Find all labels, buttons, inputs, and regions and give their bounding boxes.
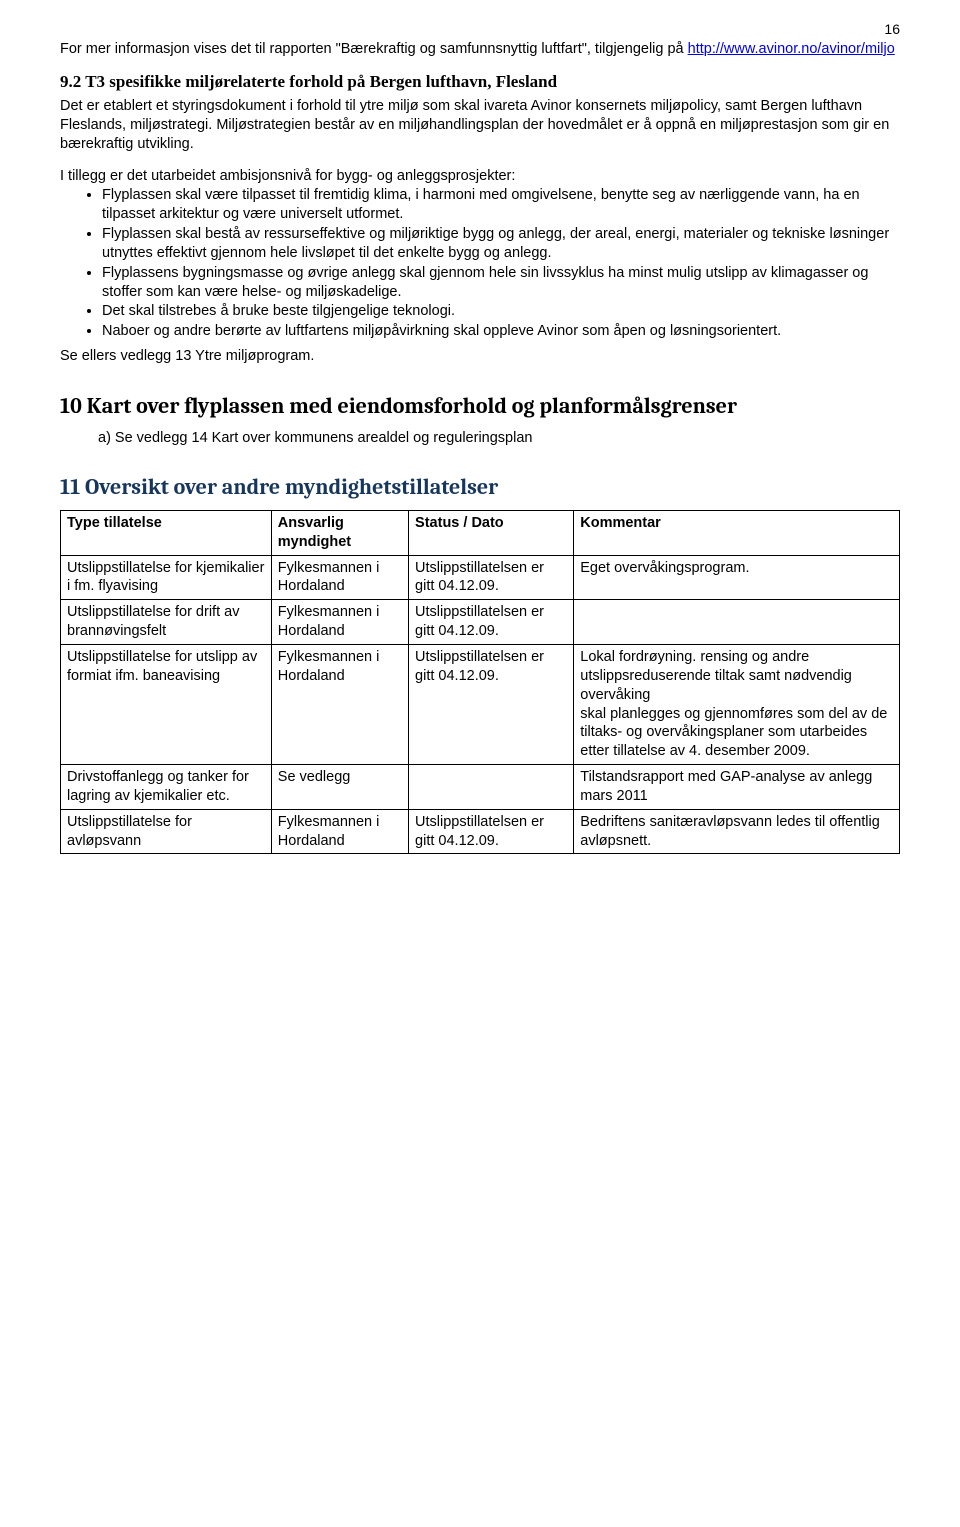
cell-comment: Tilstandsrapport med GAP-analyse av anle…: [574, 765, 900, 810]
cell-comment: Lokal fordrøyning. rensing og andre utsl…: [574, 645, 900, 765]
col-header-authority: Ansvarlig myndighet: [271, 510, 408, 555]
section-10-item-a: a) Se vedlegg 14 Kart over kommunens are…: [60, 429, 900, 448]
cell-comment: Bedriftens sanitæravløpsvann ledes til o…: [574, 809, 900, 854]
cell-type: Utslippstillatelse for avløpsvann: [61, 809, 272, 854]
cell-authority: Fylkesmannen i Hordaland: [271, 600, 408, 645]
cell-authority: Se vedlegg: [271, 765, 408, 810]
ambition-bullet-list: Flyplassen skal være tilpasset til fremt…: [60, 186, 900, 341]
intro-text: For mer informasjon vises det til rappor…: [60, 41, 688, 57]
intro-link[interactable]: http://www.avinor.no/avinor/miljo: [688, 41, 895, 57]
table-row: Utslippstillatelse for drift av brannøvi…: [61, 600, 900, 645]
list-item: Det skal tilstrebes å bruke beste tilgje…: [102, 302, 900, 321]
section-10-heading: 10 Kart over flyplassen med eiendomsforh…: [60, 392, 900, 421]
permits-table: Type tillatelse Ansvarlig myndighet Stat…: [60, 510, 900, 855]
cell-status: Utslippstillatelsen er gitt 04.12.09.: [409, 809, 574, 854]
cell-comment: [574, 600, 900, 645]
list-item: Flyplassens bygningsmasse og øvrige anle…: [102, 264, 900, 302]
col-header-type: Type tillatelse: [61, 510, 272, 555]
list-item: Flyplassen skal være tilpasset til fremt…: [102, 186, 900, 224]
section-9-2-heading: 9.2 T3 spesifikke miljørelaterte forhold…: [60, 71, 900, 93]
cell-type: Drivstoffanlegg og tanker for lagring av…: [61, 765, 272, 810]
cell-authority: Fylkesmannen i Hordaland: [271, 809, 408, 854]
table-row: Drivstoffanlegg og tanker for lagring av…: [61, 765, 900, 810]
table-row: Utslippstillatelse for kjemikalier i fm.…: [61, 555, 900, 600]
list-item: Naboer og andre berørte av luftfartens m…: [102, 322, 900, 341]
cell-type: Utslippstillatelse for kjemikalier i fm.…: [61, 555, 272, 600]
cell-type: Utslippstillatelse for drift av brannøvi…: [61, 600, 272, 645]
cell-status: Utslippstillatelsen er gitt 04.12.09.: [409, 645, 574, 765]
list-item: Flyplassen skal bestå av ressurseffektiv…: [102, 225, 900, 263]
col-header-status: Status / Dato: [409, 510, 574, 555]
cell-authority: Fylkesmannen i Hordaland: [271, 645, 408, 765]
table-row: Utslippstillatelse for utslipp av formia…: [61, 645, 900, 765]
page-number: 16: [884, 20, 900, 38]
cell-comment: Eget overvåkingsprogram.: [574, 555, 900, 600]
cell-status: [409, 765, 574, 810]
cell-type: Utslippstillatelse for utslipp av formia…: [61, 645, 272, 765]
document-page: 16 For mer informasjon vises det til rap…: [0, 0, 960, 914]
section-9-2-closing: Se ellers vedlegg 13 Ytre miljøprogram.: [60, 347, 900, 366]
cell-authority: Fylkesmannen i Hordaland: [271, 555, 408, 600]
section-9-2-list-intro: I tillegg er det utarbeidet ambisjonsniv…: [60, 167, 900, 186]
cell-status: Utslippstillatelsen er gitt 04.12.09.: [409, 555, 574, 600]
table-header-row: Type tillatelse Ansvarlig myndighet Stat…: [61, 510, 900, 555]
col-header-comment: Kommentar: [574, 510, 900, 555]
table-row: Utslippstillatelse for avløpsvann Fylkes…: [61, 809, 900, 854]
section-11-heading: 11 Oversikt over andre myndighetstillate…: [60, 473, 900, 502]
cell-status: Utslippstillatelsen er gitt 04.12.09.: [409, 600, 574, 645]
section-9-2-body: Det er etablert et styringsdokument i fo…: [60, 97, 900, 154]
intro-paragraph: For mer informasjon vises det til rappor…: [60, 40, 900, 59]
